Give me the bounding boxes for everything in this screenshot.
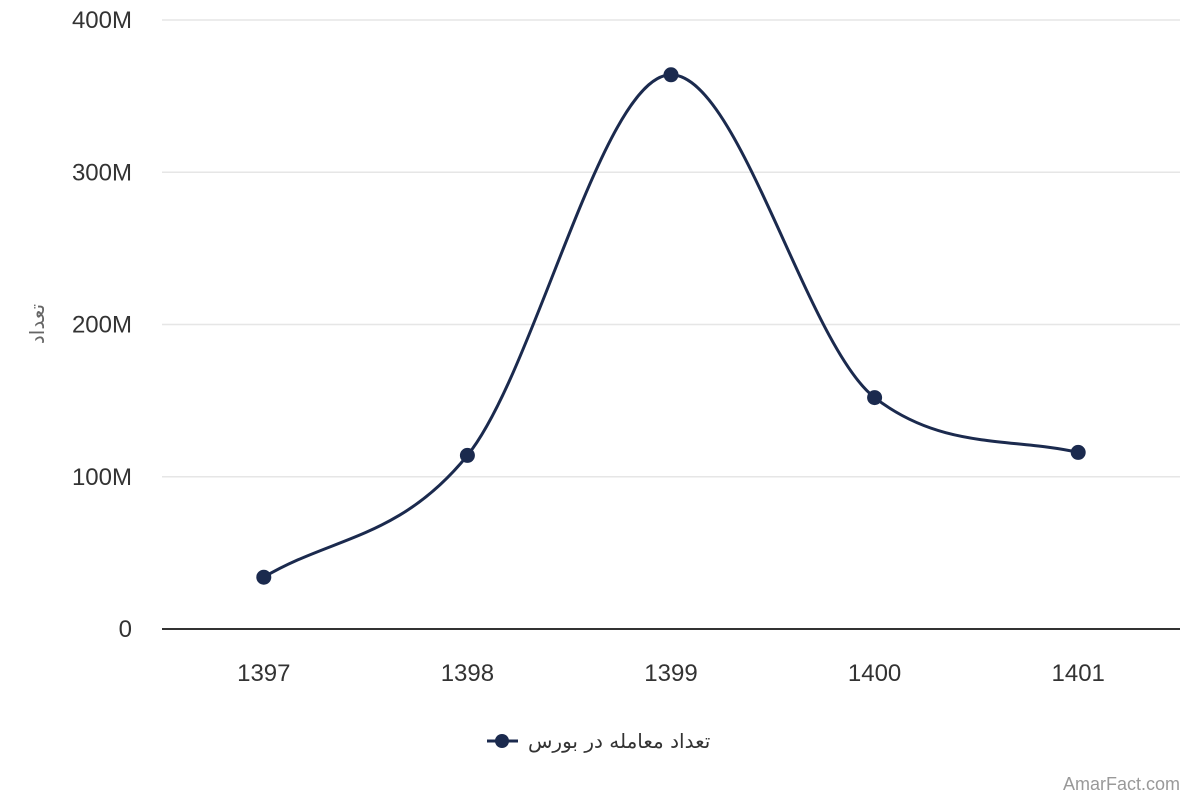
x-tick-label: 1399 [644,660,697,687]
series-line[interactable] [263,73,1079,579]
y-axis-ticks: 0 100M 200M 300M 400M [72,7,132,643]
data-point[interactable] [867,390,883,406]
legend[interactable]: تعداد معامله در بورس [487,729,710,753]
y-tick-label: 300M [72,159,132,186]
y-tick-label: 100M [72,464,132,491]
data-point[interactable] [1070,444,1086,460]
y-tick-label: 200M [72,312,132,339]
grid-lines [162,19,1180,478]
y-tick-label: 0 [119,616,132,643]
y-axis-title: تعداد [25,304,49,344]
y-tick-label: 400M [72,7,132,34]
x-tick-label: 1400 [848,660,901,687]
x-tick-label: 1401 [1052,660,1105,687]
x-tick-label: 1397 [237,660,290,687]
legend-marker-icon [495,734,509,748]
data-point[interactable] [663,67,679,83]
credit-link[interactable]: AmarFact.com [1063,774,1180,794]
x-tick-label: 1398 [441,660,494,687]
data-points [256,67,1086,585]
data-point[interactable] [459,447,475,463]
data-point[interactable] [256,569,272,585]
legend-label: تعداد معامله در بورس [528,729,710,753]
x-axis-ticks: 1397 1398 1399 1400 1401 [237,660,1105,687]
